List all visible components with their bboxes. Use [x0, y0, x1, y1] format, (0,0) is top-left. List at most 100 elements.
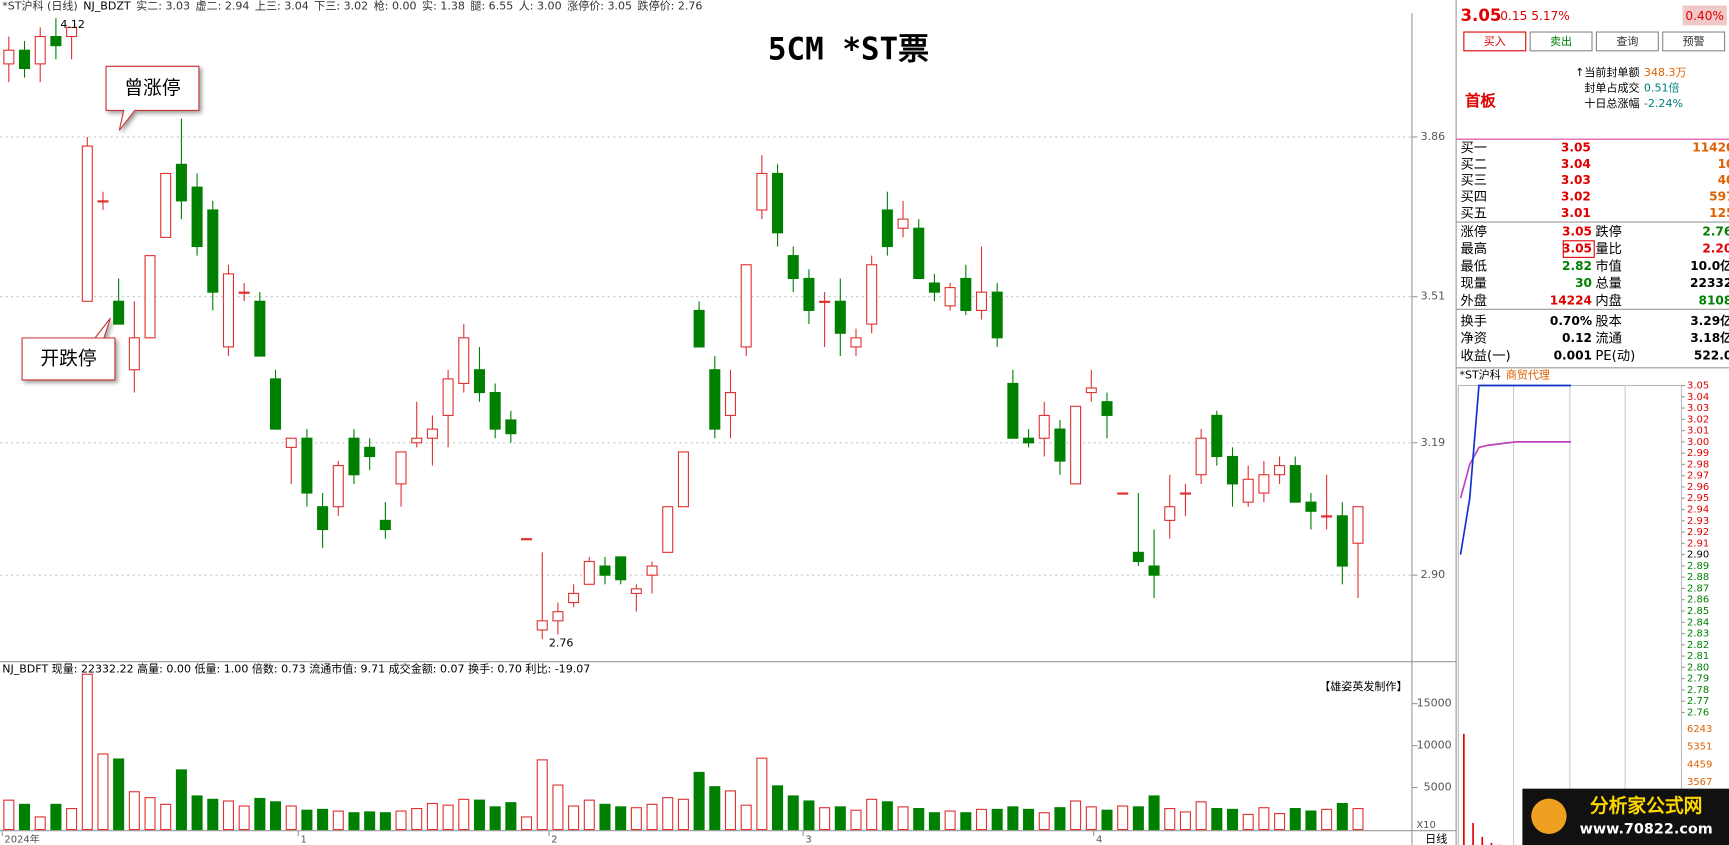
y-tick-label: 2.95 — [1687, 493, 1709, 504]
volume-bar — [897, 806, 909, 831]
candle-body — [928, 282, 940, 293]
price-line — [1459, 384, 1572, 555]
volume-bar — [787, 795, 799, 831]
button-label[interactable]: 查询 — [1616, 34, 1638, 48]
candle-body — [552, 611, 564, 622]
candle-body — [1085, 387, 1097, 394]
candle-body — [1007, 382, 1019, 439]
y-tick-label: 2.90 — [1687, 550, 1709, 561]
annotation: 曾涨停 — [124, 77, 180, 99]
candle-body — [740, 264, 752, 348]
y-tick-label: 3.86 — [1421, 130, 1446, 143]
button[interactable] — [1529, 31, 1593, 52]
button-label[interactable]: 买入 — [1484, 35, 1506, 48]
button[interactable] — [1595, 31, 1659, 52]
book-level: 买三 — [1461, 173, 1488, 189]
book-price: 3.01 — [1561, 206, 1591, 220]
volume-bar — [34, 816, 46, 831]
volume-bar — [709, 786, 721, 831]
button-label[interactable]: 预警 — [1683, 34, 1705, 48]
button[interactable] — [1463, 31, 1527, 52]
stat-value: 0.12 — [1562, 331, 1592, 345]
y-tick-label: 2.92 — [1687, 527, 1709, 538]
candle-body — [1070, 405, 1082, 485]
volume-bar — [113, 758, 125, 831]
stat-label: 换手 — [1461, 313, 1488, 329]
candle-body — [1258, 474, 1270, 494]
volume-bar — [270, 801, 282, 831]
volume-bar — [568, 805, 580, 831]
stat-label: 最低 — [1461, 258, 1488, 274]
stat-value: 522.0 — [1694, 348, 1729, 362]
volume-bar — [144, 797, 156, 831]
stat-label: 流通 — [1595, 331, 1622, 347]
seal-value: -2.24% — [1644, 97, 1683, 110]
y-tick-label: 2.83 — [1687, 629, 1709, 640]
candle-body — [724, 392, 737, 416]
volume-bar — [1179, 811, 1191, 831]
stat-label: 跌停 — [1595, 223, 1622, 240]
y-tick-label: 2.91 — [1687, 538, 1709, 549]
button-label[interactable]: 卖出 — [1550, 34, 1572, 48]
candle-body — [991, 291, 1003, 339]
v-tick-label: 15000 — [1417, 697, 1452, 710]
candle-body — [1305, 501, 1317, 512]
volume-bar — [1038, 812, 1050, 831]
y-tick-label: 2.79 — [1687, 674, 1709, 685]
y-tick-label: 3.51 — [1421, 290, 1446, 303]
volume-bar — [97, 753, 109, 831]
stat-value: 2.82 — [1562, 259, 1592, 273]
stat-label: 外盘 — [1461, 292, 1488, 309]
volume-bar — [191, 795, 203, 831]
candle-body — [944, 287, 956, 307]
y-tick-label: 2.98 — [1687, 459, 1709, 470]
y-tick-label: 2.84 — [1687, 617, 1709, 628]
candle-body — [81, 145, 93, 302]
volume-bar — [662, 797, 674, 831]
stat-value: 3.05 — [1562, 242, 1592, 256]
stat-value: 3.05 — [1562, 224, 1592, 238]
logo-text: 分析家公式网 — [1590, 794, 1703, 817]
volume-bar — [536, 759, 548, 831]
volume-bar — [724, 790, 737, 831]
stat-value: 14224 — [1550, 293, 1592, 307]
volume-bar — [928, 812, 940, 831]
volume-bar — [1070, 800, 1082, 831]
volume-credit: 【雄姿英发制作】 — [1319, 679, 1407, 693]
stat-value: 10.0亿 — [1690, 258, 1729, 273]
book-price: 3.04 — [1561, 157, 1591, 171]
seal-label: 封单占成交 — [1584, 80, 1639, 94]
candle-body — [662, 506, 674, 553]
volume-bar — [1226, 808, 1239, 831]
header-item: 虚二: 2.94 — [196, 0, 250, 13]
volume-bar — [128, 791, 140, 831]
volume-bar — [975, 808, 988, 831]
y-tick-label: 3.19 — [1421, 436, 1446, 449]
highlight-box — [1562, 240, 1595, 258]
stat-label: 收益(一) — [1461, 348, 1511, 364]
volume-bar — [834, 806, 846, 831]
book-price: 3.03 — [1561, 173, 1591, 187]
button[interactable] — [1662, 31, 1726, 52]
header-item: 跌停价: 2.76 — [638, 0, 703, 13]
stat-label: 股本 — [1595, 313, 1622, 329]
candle-body — [850, 337, 862, 348]
v-tick-label: 4459 — [1687, 759, 1712, 770]
volume-bar — [944, 810, 956, 831]
period-label: 日线 — [1425, 831, 1447, 845]
volume-bar — [1101, 809, 1113, 831]
stat-value: 2.20 — [1702, 242, 1729, 256]
candle-body — [1179, 492, 1191, 495]
candle-body — [803, 277, 815, 311]
volume-bar — [1211, 807, 1223, 831]
candle-body — [270, 378, 282, 430]
volume-bar — [819, 807, 831, 831]
high-label: 4.12 — [60, 18, 85, 31]
y-tick-label: 2.90 — [1421, 568, 1446, 581]
stat-value: 3.18亿 — [1690, 330, 1729, 345]
stat-label: 现量 — [1461, 276, 1488, 292]
volume-bar — [1085, 806, 1097, 831]
y-tick-label: 3.01 — [1687, 426, 1709, 437]
volume-bar — [1289, 807, 1301, 831]
